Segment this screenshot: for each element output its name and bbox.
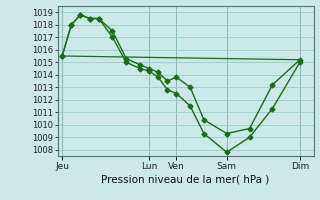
X-axis label: Pression niveau de la mer( hPa ): Pression niveau de la mer( hPa ) (101, 175, 270, 185)
